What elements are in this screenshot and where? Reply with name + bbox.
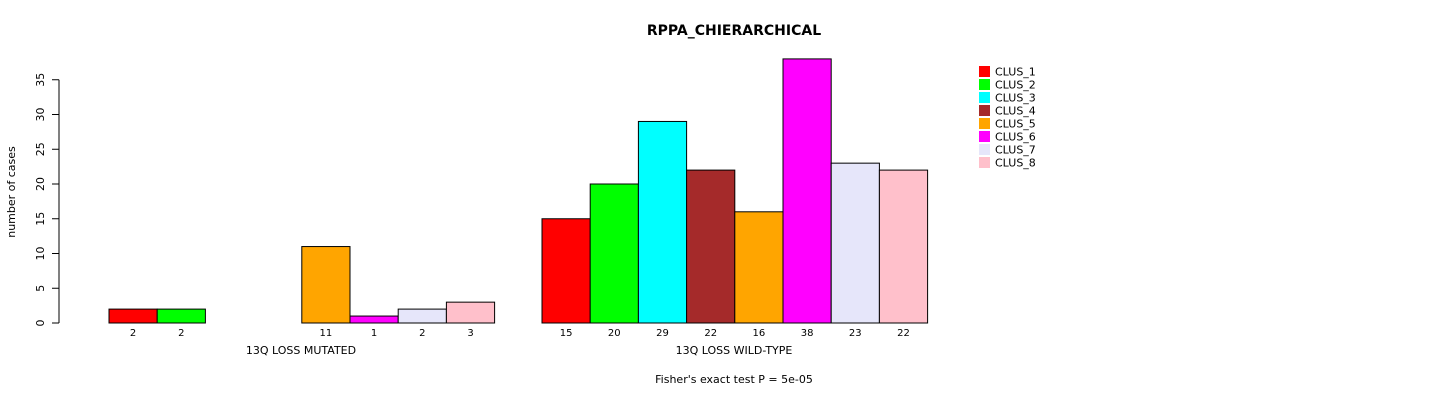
bars (108, 58, 929, 324)
legend-label: CLUS_1 (995, 66, 1036, 79)
y-tick-label: 5 (34, 285, 47, 292)
bar-count-label: 38 (801, 328, 814, 339)
legend-label: CLUS_4 (995, 105, 1036, 118)
bar-clus-2 (156, 308, 206, 324)
bar-clus-6 (782, 58, 832, 324)
bar-clus-2 (589, 183, 639, 324)
bar-count-label: 2 (178, 328, 184, 339)
bar-count-label: 11 (320, 328, 333, 339)
bar-count-label: 20 (608, 328, 621, 339)
legend-swatch (979, 131, 990, 142)
y-tick-label: 0 (34, 320, 47, 327)
legend-label: CLUS_6 (995, 131, 1036, 144)
chart-title: RPPA_CHIERARCHICAL (647, 23, 821, 39)
bar-count-label: 29 (656, 328, 669, 339)
bar-clus-6 (349, 315, 399, 324)
count-labels: 2 2 11 1 2 3 15 20 29 22 16 38 23 22 (130, 328, 910, 339)
bar-count-label: 16 (753, 328, 766, 339)
bar-clus-1 (541, 218, 591, 324)
bar-clus-1 (108, 308, 158, 324)
bar-count-label: 15 (560, 328, 573, 339)
legend-swatch (979, 144, 990, 155)
bar-count-label: 23 (849, 328, 862, 339)
bar-clus-5 (301, 246, 351, 324)
legend: CLUS_1CLUS_2CLUS_3CLUS_4CLUS_5CLUS_6CLUS… (979, 66, 1036, 170)
group-label-wild-type: 13Q LOSS WILD-TYPE (676, 344, 793, 357)
y-tick-label: 25 (34, 142, 47, 156)
bar-clus-4 (686, 169, 736, 324)
legend-swatch (979, 105, 990, 116)
y-tick-label: 20 (34, 177, 47, 191)
bar-clus-8 (445, 301, 496, 324)
y-axis-label: number of cases (5, 146, 18, 238)
legend-label: CLUS_3 (995, 92, 1036, 105)
legend-swatch (979, 157, 990, 168)
legend-swatch (979, 79, 990, 90)
bar-count-label: 2 (130, 328, 136, 339)
bar-clus-7 (830, 162, 880, 324)
group-label-mutated: 13Q LOSS MUTATED (246, 344, 356, 357)
bar-clus-5 (734, 211, 784, 324)
legend-swatch (979, 66, 990, 77)
bar-count-label: 22 (704, 328, 717, 339)
bar-clus-7 (397, 308, 447, 324)
legend-label: CLUS_8 (995, 157, 1036, 170)
legend-label: CLUS_7 (995, 144, 1036, 157)
fisher-test-caption: Fisher's exact test P = 5e-05 (655, 373, 813, 386)
y-axis: 0 5 10 15 20 25 30 35 (34, 73, 60, 327)
y-tick-label: 30 (34, 108, 47, 122)
bar-clus-8 (878, 169, 929, 324)
legend-label: CLUS_5 (995, 118, 1036, 131)
bar-count-label: 2 (419, 328, 425, 339)
bar-count-label: 3 (467, 328, 473, 339)
y-tick-label: 35 (34, 73, 47, 87)
bar-count-label: 1 (371, 328, 377, 339)
bar-count-label: 22 (897, 328, 910, 339)
y-tick-label: 15 (34, 212, 47, 226)
legend-swatch (979, 118, 990, 129)
y-tick-label: 10 (34, 247, 47, 261)
legend-swatch (979, 92, 990, 103)
bar-clus-3 (637, 120, 688, 324)
legend-label: CLUS_2 (995, 79, 1036, 92)
